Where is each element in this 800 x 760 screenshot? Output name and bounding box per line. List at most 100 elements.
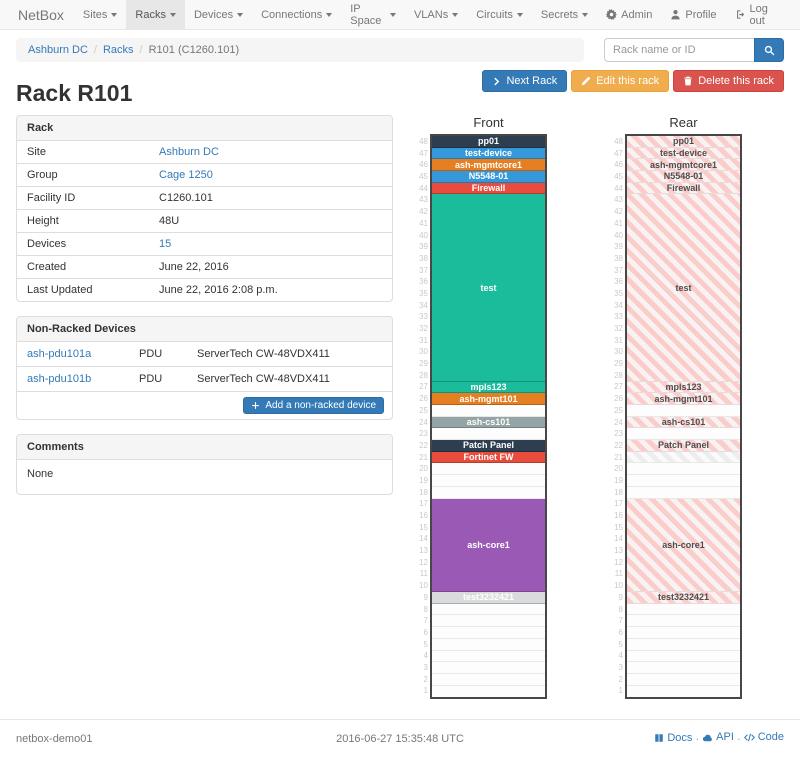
nav-item-sites[interactable]: Sites	[74, 0, 126, 29]
footer-link-api[interactable]: API	[702, 731, 734, 743]
rack-unit-mpls123[interactable]: mpls123	[627, 381, 740, 394]
rack-unit-test[interactable]: test	[627, 194, 740, 382]
attr-value-text: 48U	[159, 215, 180, 227]
nav-item-ip-space[interactable]: IP Space	[341, 0, 405, 29]
nav-item-vlans[interactable]: VLANs	[405, 0, 467, 29]
unit-number: 7	[618, 616, 623, 626]
attr-value-link[interactable]: 15	[159, 238, 172, 250]
non-racked-panel: Non-Racked Devices ash-pdu101a PDU ServerT…	[16, 316, 393, 420]
rack-attr-row-last-updated: Last Updated June 22, 2016 2:08 p.m.	[17, 278, 392, 301]
front-unit-numbers: 48 47 46 45 44 43 42 41 40 39 38 37 36 35 34 33 32 31 30 29…	[412, 134, 428, 699]
nav-item-label: IP Space	[350, 2, 382, 27]
device-link-ash-pdu101a[interactable]: ash-pdu101a	[27, 348, 92, 360]
unit-number: 4	[423, 651, 428, 661]
rack-unit-empty	[627, 638, 740, 651]
footer-link-docs[interactable]: Docs	[654, 732, 692, 744]
add-non-racked-device-button[interactable]: Add a non-racked device	[243, 397, 384, 414]
delete-rack-button[interactable]: Delete this rack	[673, 70, 784, 92]
rack-unit-empty	[432, 486, 545, 499]
attr-value-text: June 22, 2016 2:08 p.m.	[159, 284, 278, 296]
rack-unit-label: ash-cs101	[661, 417, 706, 428]
rack-unit-pp01[interactable]: pp01	[432, 136, 545, 148]
rack-unit-ash-mgmt101[interactable]: ash-mgmt101	[627, 393, 740, 405]
search-button[interactable]	[754, 38, 784, 62]
search-input[interactable]	[604, 38, 754, 62]
rack-unit-ash-core1[interactable]: ash-core1	[627, 498, 740, 593]
unit-number: 8	[618, 604, 623, 614]
rack-unit-empty	[432, 475, 545, 487]
comments-title: Comments	[17, 435, 392, 460]
unit-number: 28	[419, 370, 428, 380]
rack-unit-test-device[interactable]: test-device	[432, 147, 545, 160]
code-icon	[743, 732, 755, 743]
rack-unit-pp01[interactable]: pp01	[627, 136, 740, 148]
rack-unit-fortinet-fw[interactable]: Fortinet FW	[432, 451, 545, 464]
rack-unit-ash-mgmt101[interactable]: ash-mgmt101	[432, 393, 545, 405]
rack-unit-test3232421[interactable]: test3232421	[627, 592, 740, 604]
rack-unit-patch-panel[interactable]: Patch Panel	[432, 440, 545, 452]
unit-number: 15	[419, 522, 428, 532]
rack-unit-ash-mgmtcore1[interactable]: ash-mgmtcore1	[432, 159, 545, 172]
breadcrumb-separator: /	[93, 44, 97, 56]
next-rack-button[interactable]: Next Rack	[482, 70, 568, 92]
rack-unit-ash-cs101[interactable]: ash-cs101	[432, 416, 545, 429]
rack-unit-ash-mgmtcore1[interactable]: ash-mgmtcore1	[627, 159, 740, 172]
rack-attr-row-devices: Devices 15	[17, 232, 392, 255]
nav-item-admin[interactable]: Admin	[597, 0, 661, 29]
rack-unit-device[interactable]	[627, 451, 740, 464]
nav-item-connections[interactable]: Connections	[252, 0, 341, 29]
rack-unit-n5548-01[interactable]: N5548-01	[627, 171, 740, 183]
rack-unit-empty	[627, 603, 740, 616]
rear-elevation: Rear 48 47 46 45 44 43 42 41 40 39 38 37 36 35 34 33 32 3…	[607, 115, 742, 700]
unit-number: 10	[614, 581, 623, 591]
book-icon	[654, 733, 664, 743]
front-rack-grid: pp01 test-device ash-mgmtcore1 N5548-01 Fire…	[430, 134, 547, 700]
nav-item-log-out[interactable]: Log out	[726, 0, 792, 29]
search-icon	[764, 45, 775, 56]
rack-unit-test3232421[interactable]: test3232421	[432, 592, 545, 604]
footer-link-code[interactable]: Code	[743, 731, 784, 743]
rack-attr-table: Site Ashburn DC Group Cage 1250 Facility ID C…	[17, 141, 392, 301]
unit-number: 43	[614, 195, 623, 205]
unit-number: 1	[423, 686, 428, 696]
nav-item-circuits[interactable]: Circuits	[467, 0, 532, 29]
rack-unit-ash-cs101[interactable]: ash-cs101	[627, 416, 740, 429]
rack-unit-empty	[627, 463, 740, 476]
user-icon	[670, 9, 681, 20]
breadcrumb-link-racks[interactable]: Racks	[102, 44, 134, 56]
attr-value-link[interactable]: Ashburn DC	[159, 146, 219, 158]
attr-value: 48U	[159, 215, 179, 227]
attr-value-link[interactable]: Cage 1250	[159, 169, 213, 181]
rack-unit-label: test3232421	[462, 592, 515, 603]
rack-unit-firewall[interactable]: Firewall	[432, 182, 545, 195]
breadcrumb-link-ashburn-dc[interactable]: Ashburn DC	[28, 44, 88, 56]
device-link-ash-pdu101b[interactable]: ash-pdu101b	[27, 373, 92, 385]
rack-unit-n5548-01[interactable]: N5548-01	[432, 171, 545, 183]
rack-unit-label: mpls123	[470, 381, 507, 392]
nav-item-secrets[interactable]: Secrets	[532, 0, 597, 29]
nav-item-label: Admin	[621, 8, 653, 21]
nav-item-devices[interactable]: Devices	[185, 0, 252, 29]
edit-rack-button[interactable]: Edit this rack	[571, 70, 670, 92]
rack-unit-patch-panel[interactable]: Patch Panel	[627, 440, 740, 452]
unit-number: 42	[419, 207, 428, 217]
next-rack-label: Next Rack	[506, 75, 558, 87]
rack-unit-test[interactable]: test	[432, 194, 545, 382]
caret-down-icon	[326, 12, 333, 17]
unit-number: 30	[614, 347, 623, 357]
nav-item-racks[interactable]: Racks	[126, 0, 185, 29]
netbox-brand[interactable]: NetBox	[18, 6, 64, 23]
unit-number: 47	[419, 148, 428, 158]
rack-unit-firewall[interactable]: Firewall	[627, 182, 740, 195]
footer-links: Docs · API · Code	[531, 731, 784, 746]
rack-unit-ash-core1[interactable]: ash-core1	[432, 498, 545, 593]
rack-unit-empty	[432, 685, 545, 698]
rack-unit-label: Patch Panel	[657, 440, 710, 451]
trash-icon	[683, 76, 693, 86]
rack-unit-test-device[interactable]: test-device	[627, 147, 740, 160]
caret-down-icon	[237, 12, 244, 17]
unit-number: 2	[423, 674, 428, 684]
rack-unit-mpls123[interactable]: mpls123	[432, 381, 545, 394]
nav-item-profile[interactable]: Profile	[661, 0, 725, 29]
unit-number: 22	[614, 440, 623, 450]
